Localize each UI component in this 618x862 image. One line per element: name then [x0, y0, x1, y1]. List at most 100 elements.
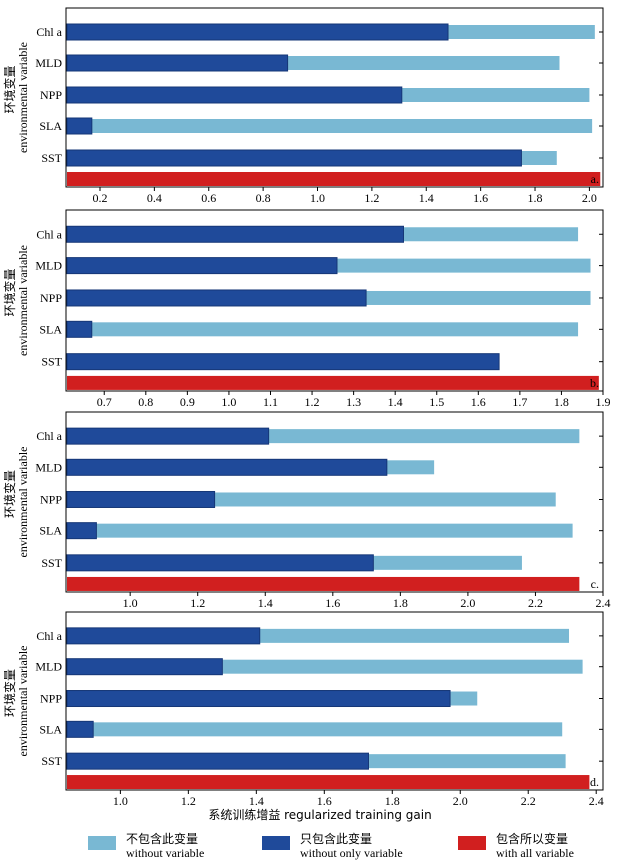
category-label: SST [41, 754, 62, 768]
plot-frame [65, 611, 604, 791]
x-tick-label: 1.6 [325, 596, 340, 610]
category-label: MLD [35, 660, 62, 674]
category-label: NPP [40, 291, 62, 305]
chart-panel-c: Chl a MLD NPP SLA SST c. 1.0 1.2 1.4 1.6 1.8 2.0 2.2… [2, 411, 611, 610]
y-axis-label-en: environmental variable [16, 245, 30, 356]
category-label: SLA [39, 322, 62, 336]
x-tick-label: 0.8 [138, 395, 153, 409]
category-label: MLD [35, 460, 62, 474]
x-tick-label: 0.9 [180, 395, 195, 409]
chart-panel-a: Chl a MLD NPP SLA SST a. 0.2 0.4 0.6 0.8 1.0 1.2 1.4… [2, 7, 604, 205]
panel-label: a. [591, 172, 599, 186]
x-tick-label: 1.6 [317, 794, 332, 808]
category-label: SLA [39, 119, 62, 133]
legend-swatch-without-only-variable [262, 836, 290, 850]
category-label: NPP [40, 88, 62, 102]
bar-with-all-variable [67, 375, 599, 390]
bar-without-only-variable [66, 490, 216, 508]
bar-without-only-variable [66, 117, 93, 135]
bar-without-only-variable [66, 427, 270, 445]
legend-label-cn: 包含所以变量 [496, 832, 569, 846]
bar-without-variable [67, 722, 563, 737]
x-tick-label: 1.0 [123, 596, 138, 610]
bar-without-only-variable [66, 289, 367, 307]
x-tick-label: 0.2 [92, 191, 107, 205]
x-tick-label: 1.2 [364, 191, 379, 205]
y-axis-label-cn: 环境变量 [2, 470, 17, 518]
y-axis-label-en: environmental variable [16, 42, 30, 153]
category-label: NPP [40, 692, 62, 706]
x-tick-label: 1.8 [393, 596, 408, 610]
category-label: Chl a [36, 227, 62, 241]
bar-with-all-variable [67, 576, 580, 591]
panel-label: d. [590, 775, 599, 789]
x-tick-label: 1.8 [528, 191, 543, 205]
bar-without-only-variable [66, 720, 94, 738]
category-label: Chl a [36, 429, 62, 443]
x-tick-label: 1.0 [310, 191, 325, 205]
x-tick-label: 0.8 [256, 191, 271, 205]
bar-without-only-variable [66, 257, 338, 275]
x-tick-label: 1.8 [554, 395, 569, 409]
bar-without-only-variable [66, 54, 289, 72]
x-tick-label: 1.6 [471, 395, 486, 409]
chart-panel-b: Chl a MLD NPP SLA SST b. 0.7 0.8 0.9 1.0 1.1 1.2 1.3… [2, 209, 611, 409]
x-tick-label: 1.4 [258, 596, 273, 610]
category-label: SST [41, 151, 62, 165]
bar-without-only-variable [66, 690, 451, 708]
legend-swatch-with-all-variable [458, 836, 486, 850]
category-label: MLD [35, 56, 62, 70]
x-tick-label: 0.7 [97, 395, 112, 409]
plot-frame [65, 411, 604, 593]
legend-label-en: without variable [126, 846, 205, 860]
panel-label: b. [590, 376, 599, 390]
x-tick-label: 1.6 [473, 191, 488, 205]
y-axis-label-en: environmental variable [16, 646, 30, 757]
x-tick-label: 1.4 [388, 395, 403, 409]
x-tick-label: 1.2 [305, 395, 320, 409]
bar-without-only-variable [66, 86, 403, 104]
x-tick-label: 2.0 [582, 191, 597, 205]
bar-without-only-variable [66, 658, 223, 676]
x-tick-label: 2.4 [596, 596, 611, 610]
x-tick-label: 2.2 [521, 794, 536, 808]
bar-without-only-variable [66, 752, 369, 770]
category-label: NPP [40, 492, 62, 506]
x-tick-label: 1.3 [346, 395, 361, 409]
x-tick-label: 2.0 [453, 794, 468, 808]
x-tick-label: 1.5 [429, 395, 444, 409]
y-axis-label-en: environmental variable [16, 447, 30, 558]
x-tick-label: 1.7 [512, 395, 527, 409]
x-tick-label: 1.1 [263, 395, 278, 409]
category-label: Chl a [36, 25, 62, 39]
legend-swatch-without-variable [88, 836, 116, 850]
bar-with-all-variable [67, 172, 601, 186]
category-label: SST [41, 355, 62, 369]
category-label: SLA [39, 524, 62, 538]
category-label: Chl a [36, 629, 62, 643]
bar-with-all-variable [67, 775, 590, 790]
legend-label-cn: 不包含此变量 [126, 832, 199, 846]
x-tick-label: 1.0 [221, 395, 236, 409]
x-tick-label: 1.0 [113, 794, 128, 808]
x-tick-label: 2.0 [460, 596, 475, 610]
plot-frame [65, 209, 604, 392]
x-axis-label: 系统训练增益 regularized training gain [208, 807, 431, 822]
legend-label-en: without only variable [300, 846, 403, 860]
x-tick-label: 1.8 [385, 794, 400, 808]
legend: 不包含此变量 without variable 只包含此变量 without o… [0, 826, 618, 862]
x-tick-label: 2.2 [528, 596, 543, 610]
y-axis-label-cn: 环境变量 [2, 65, 17, 113]
legend-label-cn: 只包含此变量 [300, 832, 373, 846]
bar-without-variable [67, 523, 573, 538]
bar-without-only-variable [66, 522, 97, 540]
plot-frame [65, 7, 604, 188]
x-tick-label: 1.4 [419, 191, 434, 205]
bar-without-variable [67, 322, 579, 337]
x-tick-label: 0.6 [201, 191, 216, 205]
bar-without-only-variable [66, 554, 374, 572]
panel-label: c. [591, 577, 599, 591]
bar-without-only-variable [66, 23, 449, 41]
bar-without-only-variable [66, 149, 522, 167]
